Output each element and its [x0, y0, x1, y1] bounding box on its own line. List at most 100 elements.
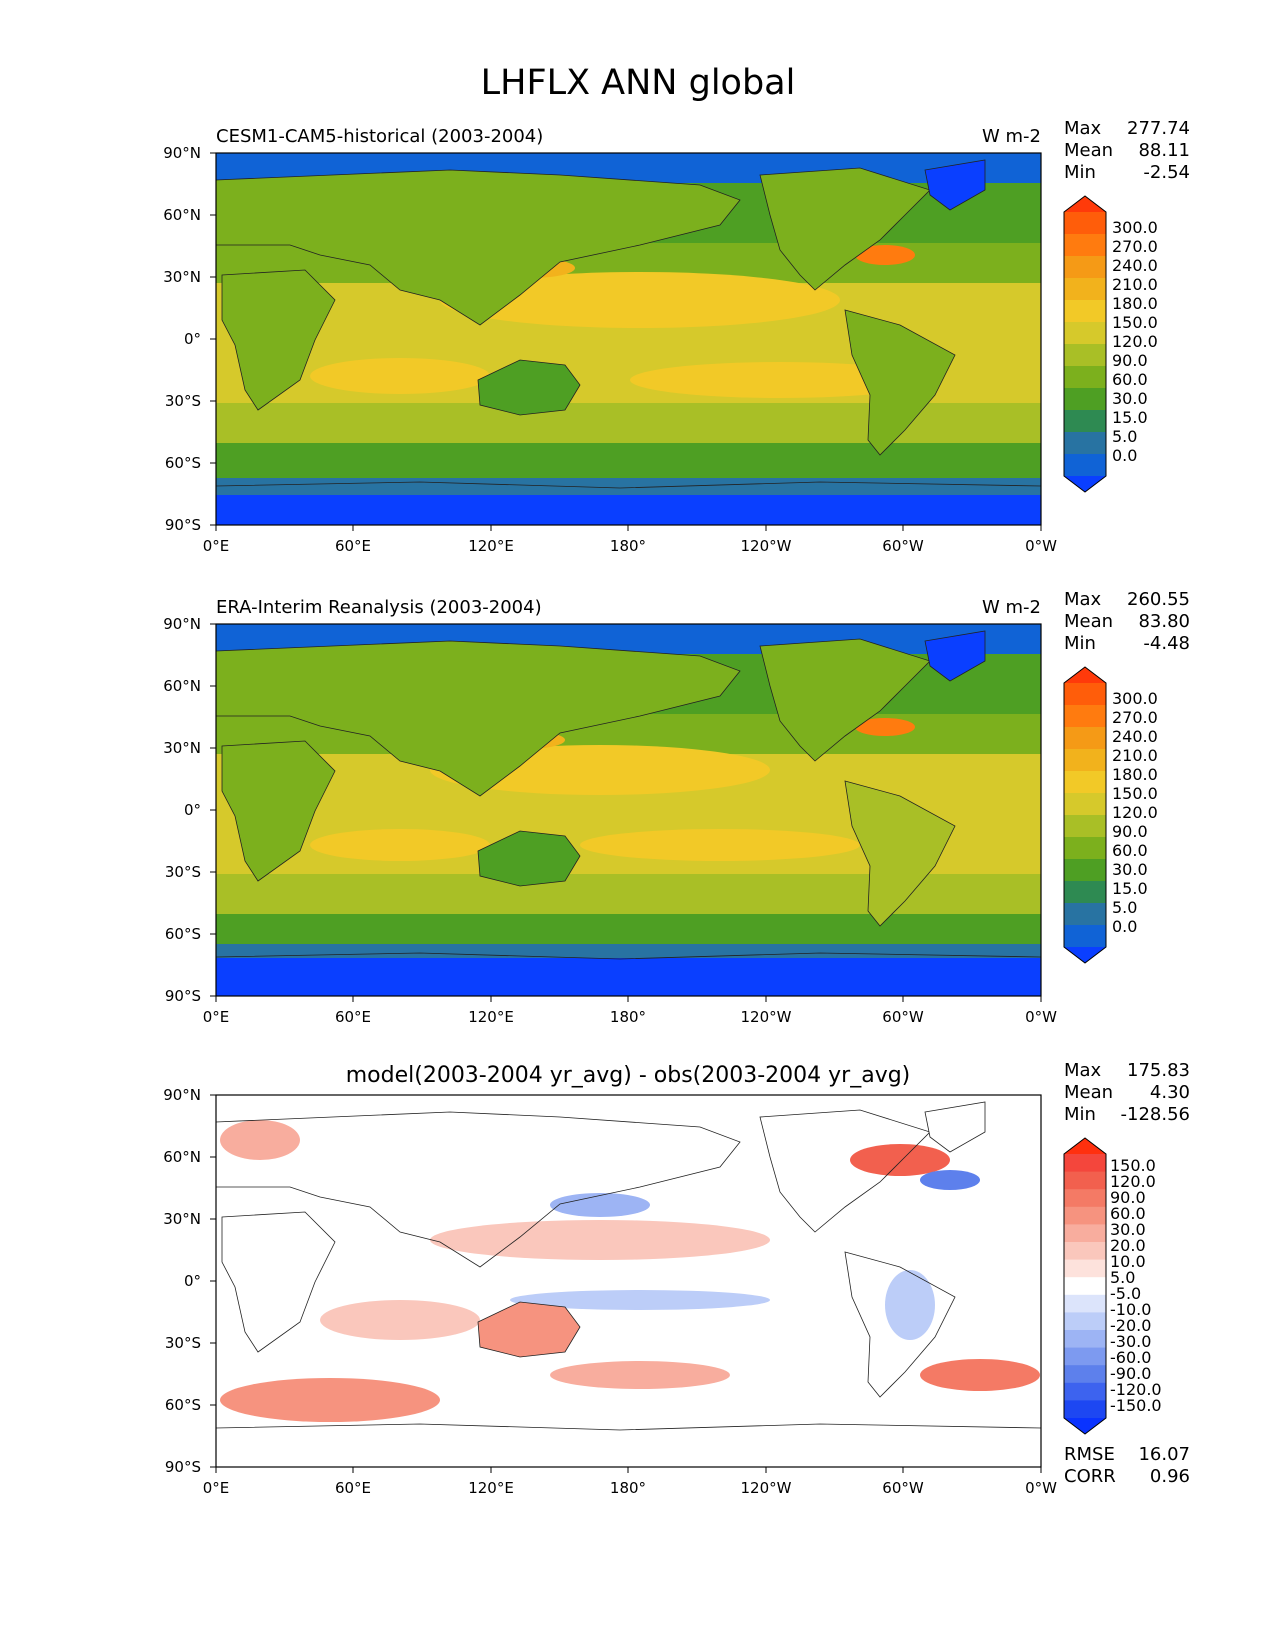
lat-tick-label: 0°	[184, 801, 201, 819]
colorbar: 300.0 270.0 240.0 210.0 180.0 150.0 120.…	[1063, 195, 1158, 493]
colorbar-level: 30.0	[1110, 1220, 1146, 1239]
colorbar: 150.0 120.0 90.0 60.0 30.0 20.0 10.0 5.0…	[1063, 1137, 1162, 1435]
colorbar-outline	[1063, 1137, 1107, 1435]
lon-tick-label: 120°W	[741, 537, 792, 555]
colorbar-level: 120.0	[1112, 332, 1158, 351]
lon-tick-label: 60°E	[335, 1008, 371, 1026]
colorbar-extend-top	[1064, 196, 1106, 212]
extra-stats: RMSE 16.07 CORR 0.96	[1064, 1444, 1190, 1487]
stat-min-label: Min	[1064, 162, 1096, 183]
map-land-africa	[221, 740, 336, 882]
colorbar-swatch	[1064, 1294, 1106, 1313]
map-land-eurasia	[216, 169, 741, 326]
map-land-africa	[221, 269, 336, 411]
stat-max-label: Max	[1064, 1060, 1102, 1081]
colorbar-level: 60.0	[1110, 1204, 1146, 1223]
lon-axis: 0°E 60°E 120°E 180° 120°W 60°W 0°W	[203, 1479, 1057, 1497]
lat-tick-label: 0°	[184, 330, 201, 348]
lat-tick-label: 60°N	[163, 677, 201, 695]
axis-ticks	[210, 152, 1042, 531]
stat-max-value: 277.74	[1127, 118, 1190, 139]
units-label: W m-2	[982, 597, 1041, 618]
map-anomaly-negative	[510, 1290, 770, 1310]
lon-tick-label: 60°E	[335, 1479, 371, 1497]
stat-max-label: Max	[1064, 118, 1102, 139]
map-warm-south-pacific	[630, 362, 930, 398]
map-land-africa	[221, 1211, 336, 1353]
lon-tick-label: 120°E	[468, 1479, 514, 1497]
colorbar-level: 20.0	[1110, 1236, 1146, 1255]
map-land-australia	[477, 1301, 581, 1358]
colorbar-level: 210.0	[1112, 275, 1158, 294]
map-land-australia	[477, 359, 581, 416]
map-anomaly-positive	[550, 1361, 730, 1389]
map-warm-pacific	[440, 272, 840, 328]
colorbar-level: 60.0	[1112, 370, 1148, 389]
panel-model: CESM1-CAM5-historical (2003-2004) W m-2 …	[163, 118, 1190, 555]
colorbar-labels: 300.0 270.0 240.0 210.0 180.0 150.0 120.…	[1112, 689, 1158, 936]
stat-mean-label: Mean	[1064, 140, 1113, 161]
colorbar-swatch	[1064, 1189, 1106, 1208]
colorbar-swatch	[1064, 1347, 1106, 1366]
colorbar-swatch	[1064, 256, 1106, 279]
lon-tick-label: 120°E	[468, 537, 514, 555]
map-land-south-america	[844, 1251, 956, 1398]
map-warm-indian	[310, 829, 490, 861]
units-label: W m-2	[982, 126, 1041, 147]
map-band-south	[216, 914, 1041, 944]
colorbar-swatch	[1064, 1154, 1106, 1173]
lat-axis: 90°N 60°N 30°N 0° 30°S 60°S 90°S	[163, 615, 201, 1005]
lat-tick-label: 30°S	[165, 392, 201, 410]
colorbar-level: 60.0	[1112, 841, 1148, 860]
colorbar-swatch	[1064, 1259, 1106, 1278]
lon-tick-label: 0°W	[1025, 537, 1057, 555]
colorbar-swatch	[1064, 1330, 1106, 1349]
colorbar-level: 15.0	[1112, 408, 1148, 427]
map-land-south-america	[844, 309, 956, 456]
colorbar-level: -30.0	[1110, 1332, 1151, 1351]
stat-min-value: -128.56	[1121, 1104, 1190, 1125]
map-land-greenland	[924, 630, 986, 682]
map-gulf-stream	[855, 245, 915, 265]
lon-tick-label: 0°W	[1025, 1479, 1057, 1497]
rmse-label: RMSE	[1064, 1444, 1115, 1465]
corr-value: 0.96	[1150, 1466, 1190, 1487]
colorbar-swatch	[1064, 1312, 1106, 1331]
map-land-antarctica-coast	[216, 481, 1041, 489]
map-land-eurasia	[216, 640, 741, 797]
colorbar-level: 120.0	[1110, 1172, 1156, 1191]
colorbar-level: 15.0	[1112, 879, 1148, 898]
map-warm-south-pacific	[580, 829, 860, 861]
lat-tick-label: 30°S	[165, 1334, 201, 1352]
map-anomaly-positive	[850, 1144, 950, 1176]
colorbar-level: 0.0	[1112, 917, 1137, 936]
lat-tick-label: 60°N	[163, 1148, 201, 1166]
colorbar-swatch	[1064, 815, 1106, 838]
map-warm-indian	[310, 358, 490, 394]
colorbar-level: 90.0	[1112, 351, 1148, 370]
lat-tick-label: 90°N	[163, 1086, 201, 1104]
map-area	[216, 153, 1041, 525]
lat-tick-label: 90°N	[163, 144, 201, 162]
lon-tick-label: 0°E	[203, 1479, 230, 1497]
axis-ticks	[210, 623, 1042, 1002]
stat-max-label: Max	[1064, 589, 1102, 610]
map-area	[216, 624, 1041, 996]
colorbar-swatch	[1064, 1242, 1106, 1261]
colorbar-level: -20.0	[1110, 1316, 1151, 1335]
stat-mean-label: Mean	[1064, 1082, 1113, 1103]
colorbar-level: 240.0	[1112, 727, 1158, 746]
colorbar-level: 270.0	[1112, 708, 1158, 727]
lon-tick-label: 180°	[610, 537, 646, 555]
colorbar-swatch	[1064, 366, 1106, 389]
map-band-south	[216, 443, 1041, 478]
colorbar-level: -5.0	[1110, 1284, 1141, 1303]
colorbar-level: 270.0	[1112, 237, 1158, 256]
map-band-southern-ocean	[216, 944, 1041, 958]
colorbar-swatch	[1064, 410, 1106, 433]
lon-tick-label: 60°E	[335, 537, 371, 555]
colorbar-swatch	[1064, 322, 1106, 345]
colorbar-extend-bottom	[1064, 1418, 1106, 1434]
map-band-southern-ocean	[216, 478, 1041, 495]
lon-tick-label: 0°W	[1025, 1008, 1057, 1026]
